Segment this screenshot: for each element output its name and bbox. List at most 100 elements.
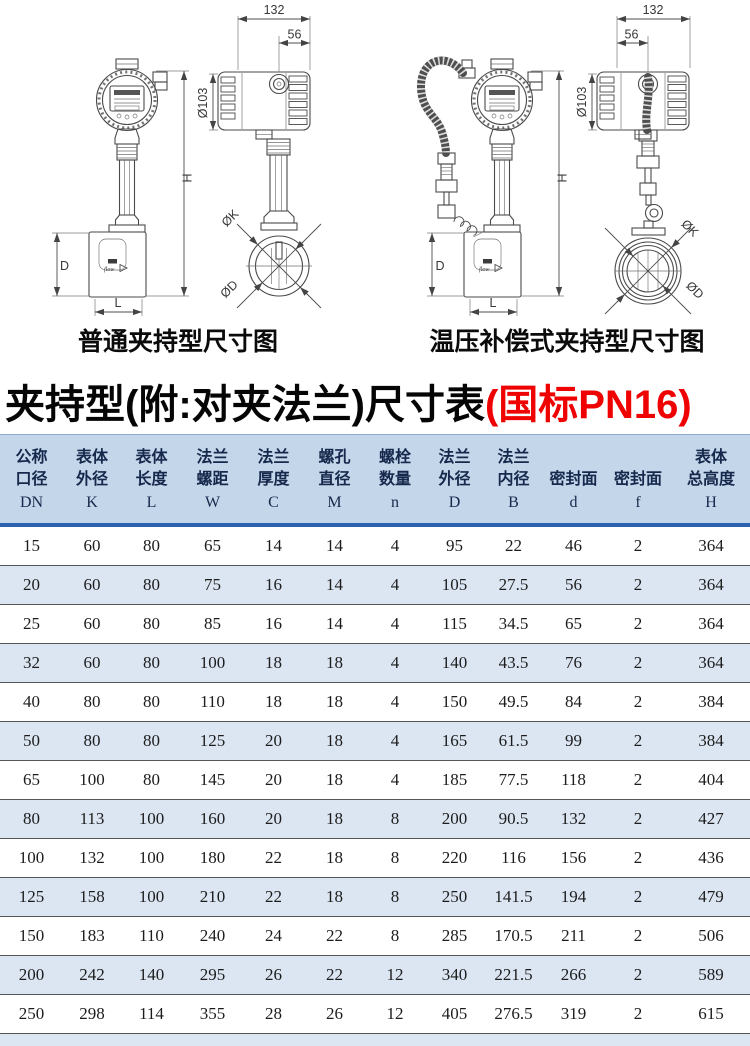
table-cell: 141.5 (494, 887, 533, 906)
drawing-compensated-front: flow D L H (416, 56, 570, 316)
table-cell: 18 (326, 653, 343, 672)
table-cell: 300 (0, 1034, 63, 1046)
table-cell: 50 (23, 731, 40, 750)
table-row: 25 60 80 85 16 14 4 115 34.5 65 2 364 (0, 604, 750, 644)
table-cell: 43.5 (498, 653, 529, 672)
header-line-sym: D (448, 494, 461, 511)
table-cell: 4 (390, 575, 400, 594)
column-header-n: 螺栓 数量 n (365, 435, 425, 526)
header-line-l1: 法兰 (438, 449, 471, 466)
table-cell: 2 (633, 653, 643, 672)
table-cell: 77.5 (498, 770, 529, 789)
table-cell: 12 (386, 965, 404, 984)
table-cell: 28 (265, 1004, 282, 1023)
table-cell: 194 (560, 887, 587, 906)
column-header-L: 表体 长度 L (121, 435, 182, 526)
table-cell: 14 (326, 536, 343, 555)
header-line-l1: 螺栓 (378, 449, 411, 466)
table-cell: 140 (138, 965, 165, 984)
header-line-l2: 数量 (378, 471, 411, 488)
drawing-standard-front: flow D L H (52, 57, 195, 316)
table-cell: 116 (501, 848, 526, 867)
table-cell: 200 (441, 809, 468, 828)
table-cell: 2 (633, 770, 643, 789)
header-line-sym: DN (19, 494, 44, 511)
table-header-row: 公称 口径 DN 表体 外径 K 表体 长度 L 法兰 螺距 W 法兰 厚度 C 螺孔 直径 M 螺栓 数量 n 法兰 外径… (0, 434, 750, 526)
table-cell: 65 (23, 770, 40, 789)
header-line-l2: 螺距 (196, 471, 229, 488)
flow-label: flow (479, 266, 489, 273)
table-cell: 364 (698, 614, 724, 633)
table-cell: 276.5 (494, 1004, 533, 1023)
table-cell: 100 (138, 848, 165, 867)
table-cell: 506 (698, 926, 724, 945)
table-cell: 80 (83, 692, 101, 711)
table-cell: 4 (390, 614, 400, 633)
table-cell: 14 (326, 614, 343, 633)
table-cell: 18 (326, 692, 343, 711)
table-cell: 355 (199, 1004, 226, 1023)
table-cell: 18 (326, 848, 343, 867)
table-cell: 14 (326, 575, 343, 594)
header-line-l1: 法兰 (257, 449, 290, 466)
header-line-l2: 外径 (75, 471, 108, 488)
table-cell: 46 (565, 536, 582, 555)
table-cell: 113 (79, 809, 105, 828)
table-cell: 4 (390, 692, 400, 711)
table-cell: 15 (23, 536, 40, 555)
table-cell: 12 (386, 1004, 404, 1023)
table-cell: 666 (672, 1034, 750, 1046)
table-cell: 185 (441, 770, 468, 789)
table-cell: 4 (390, 536, 400, 555)
table-cell: 340 (441, 965, 468, 984)
table-cell: 150 (18, 926, 45, 945)
table-cell: 65 (565, 614, 582, 633)
table-cell: 211 (561, 926, 586, 945)
table-cell: 20 (23, 575, 40, 594)
header-line-l2: 密封面 (613, 471, 662, 488)
table-cell: 150 (441, 692, 468, 711)
dim-H-label: H (181, 173, 195, 182)
table-cell: 8 (390, 926, 400, 945)
table-cell: 250 (18, 1004, 45, 1023)
header-line-sym: B (508, 494, 519, 511)
title-standard-tag: (国标PN16) (484, 383, 692, 427)
table-row: 15 60 80 65 14 14 4 95 22 46 2 364 (0, 525, 750, 566)
table-cell: 405 (441, 1004, 468, 1023)
header-line-l1: 表体 (75, 449, 108, 466)
table-cell: 20 (265, 809, 282, 828)
table-cell: 100 (199, 653, 226, 672)
table-cell: 80 (143, 575, 160, 594)
column-header-B: 法兰 内径 B (484, 435, 543, 526)
title-main: 夹持型(附:对夹法兰)尺寸表 (5, 383, 485, 427)
page-title: 夹持型(附:对夹法兰)尺寸表 (国标PN16) (0, 368, 750, 434)
table-cell: 158 (79, 887, 105, 906)
header-line-l2: 直径 (318, 471, 351, 488)
table-cell: 80 (143, 770, 160, 789)
table-cell: 285 (441, 926, 468, 945)
table-cell: 80 (23, 809, 40, 828)
table-cell: 220 (441, 848, 468, 867)
header-line-sym: W (204, 494, 221, 511)
table-cell: 80 (143, 731, 160, 750)
dim-dia103-label: Ø103 (196, 88, 210, 119)
table-cell: 160 (199, 809, 226, 828)
table-cell: 56 (565, 575, 582, 594)
table-cell: 80 (83, 731, 101, 750)
header-line-l2: 口径 (15, 471, 48, 488)
table-row: 250 298 114 355 28 26 12 405 276.5 319 2 615 (0, 994, 750, 1034)
table-cell: 76 (565, 653, 582, 672)
table-cell: 16 (265, 614, 282, 633)
dim-D-label: D (435, 259, 444, 273)
table-cell: 2 (633, 536, 643, 555)
table-cell: 16 (265, 575, 282, 594)
dim-L-label: L (490, 296, 497, 310)
table-cell: 140 (441, 653, 468, 672)
table-cell: 12 (365, 1034, 425, 1046)
table-cell: 32 (23, 653, 40, 672)
table-cell: 26 (265, 965, 282, 984)
dimension-table: 公称 口径 DN 表体 外径 K 表体 长度 L 法兰 螺距 W 法兰 厚度 C 螺孔 直径 M 螺栓 数量 n 法兰 外径… (0, 434, 750, 1046)
table-cell: 4 (390, 731, 400, 750)
table-cell: 60 (83, 653, 101, 672)
